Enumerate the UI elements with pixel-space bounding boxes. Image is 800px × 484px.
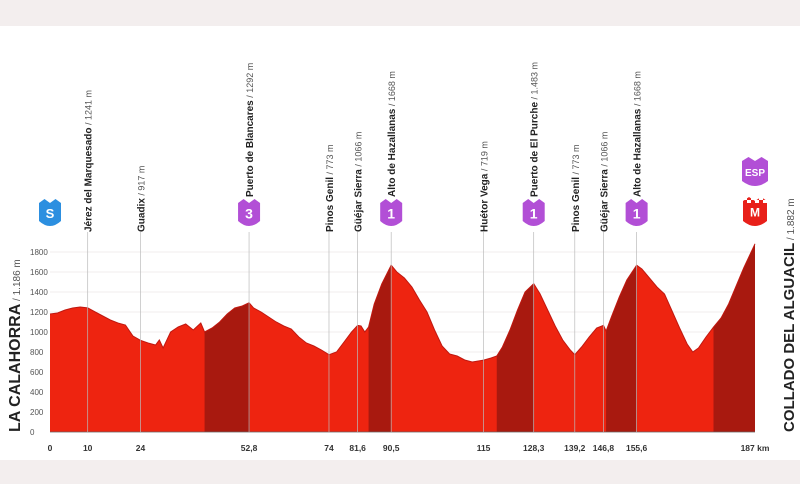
poi-elevation: / 917 m (136, 166, 146, 199)
poi-label: Pinos Genil / 773 m (571, 144, 582, 232)
checker-square (759, 197, 763, 200)
start-elevation: / 1.186 m (12, 259, 23, 303)
poi-name: Puerto de El Purche (530, 102, 541, 197)
category-badge (380, 199, 403, 226)
x-tick-label: 81,6 (349, 443, 366, 453)
poi-name: Pinos Genil (325, 177, 336, 232)
poi-label: Güéjar Sierra / 1066 m (354, 132, 365, 232)
mountain-finish-badge-label: M (750, 206, 760, 220)
x-tick-label: 115 (477, 443, 491, 453)
poi-label: Alto de Hazallanas / 1668 m (387, 71, 398, 197)
start-label: LA CALAHORRA / 1.186 m (7, 259, 24, 432)
poi-label: Jérez del Marquesado / 1241 m (84, 90, 95, 232)
x-tick-label: 0 (48, 443, 53, 453)
poi-name: Güéjar Sierra (599, 169, 610, 232)
category-badge-label: 3 (245, 205, 253, 221)
x-tick-label: 74 (324, 443, 334, 453)
checker-square (751, 197, 755, 200)
poi-elevation: / 1066 m (599, 132, 609, 170)
poi-name: Guadix (136, 198, 147, 232)
y-tick-label: 600 (30, 368, 44, 377)
climb-section (496, 283, 534, 432)
poi-elevation: / 1292 m (245, 63, 255, 101)
poi-elevation: / 1241 m (84, 90, 94, 128)
poi-label: Puerto de El Purche / 1.483 m (530, 62, 541, 197)
bottom-band (0, 460, 800, 484)
x-tick-label: 139,2 (564, 443, 586, 453)
checker-square (747, 200, 751, 203)
start-badge-label: S (46, 206, 55, 221)
checker-square (763, 200, 767, 203)
poi-elevation: / 773 m (571, 144, 581, 177)
poi-label: Güéjar Sierra / 1066 m (599, 132, 610, 232)
poi-elevation: / 1668 m (387, 71, 397, 109)
y-tick-label: 800 (30, 348, 44, 357)
poi-elevation: / 773 m (325, 144, 335, 177)
poi-label: Pinos Genil / 773 m (325, 144, 336, 232)
poi-label: Huétor Vega / 719 m (480, 141, 491, 232)
checker-square (755, 200, 759, 203)
checker-square (743, 197, 747, 200)
poi-elevation: / 719 m (480, 141, 490, 174)
poi-name: Alto de Hazallanas (633, 108, 644, 197)
category-badge (625, 199, 648, 226)
x-tick-label: 128,3 (523, 443, 545, 453)
category-badge-label: 1 (633, 205, 641, 221)
category-badge (238, 199, 261, 226)
climb-section (713, 243, 755, 432)
poi-name: Pinos Genil (571, 177, 582, 232)
mountain-finish-badge (743, 197, 767, 226)
x-tick-label: 24 (136, 443, 146, 453)
x-tick-label: 155,6 (626, 443, 648, 453)
y-tick-label: 1400 (30, 288, 48, 297)
poi-name: Huétor Vega (480, 173, 491, 232)
climb-section (606, 265, 637, 432)
special-finish-badge-label: ESP (745, 168, 765, 179)
y-tick-label: 200 (30, 408, 44, 417)
poi-name: Alto de Hazallanas (387, 108, 398, 197)
poi-label: Puerto de Blancares / 1292 m (245, 63, 256, 197)
finish-elevation: / 1.882 m (786, 198, 797, 242)
x-tick-label: 52,8 (241, 443, 258, 453)
poi-name: Jérez del Marquesado (84, 128, 95, 232)
poi-name: Puerto de Blancares (245, 100, 256, 197)
x-tick-label: 10 (83, 443, 93, 453)
poi-label: Alto de Hazallanas / 1668 m (633, 71, 644, 197)
x-tick-label: 90,5 (383, 443, 400, 453)
start-name: LA CALAHORRA (7, 303, 24, 432)
climb-section (204, 302, 250, 432)
y-tick-label: 1200 (30, 308, 48, 317)
y-tick-label: 400 (30, 388, 44, 397)
category-badge (522, 199, 545, 226)
y-tick-label: 1800 (30, 248, 48, 257)
poi-elevation: / 1668 m (633, 71, 643, 109)
poi-elevation: / 1066 m (354, 132, 364, 170)
poi-label: Guadix / 917 m (136, 166, 147, 232)
poi-name: Güéjar Sierra (354, 169, 365, 232)
category-badge-label: 1 (530, 205, 538, 221)
y-tick-label: 1600 (30, 268, 48, 277)
poi-elevation: / 1.483 m (530, 62, 540, 102)
y-tick-label: 1000 (30, 328, 48, 337)
category-badge-label: 1 (387, 205, 395, 221)
x-tick-label: 187 km (741, 443, 770, 453)
x-tick-label: 146,8 (593, 443, 615, 453)
climb-section (368, 265, 392, 432)
special-finish-badge (742, 157, 768, 186)
start-badge (39, 199, 61, 226)
finish-label: COLLADO DEL ALGUACIL / 1.882 m (781, 198, 798, 432)
finish-name: COLLADO DEL ALGUACIL (781, 243, 798, 432)
top-band (0, 0, 800, 26)
y-tick-label: 0 (30, 428, 35, 437)
